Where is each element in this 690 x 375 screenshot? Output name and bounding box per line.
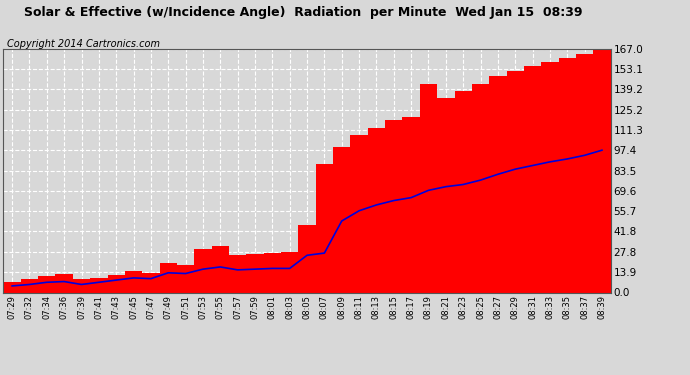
Bar — [316, 164, 333, 292]
Bar — [298, 225, 316, 292]
Bar — [38, 276, 55, 292]
Bar — [73, 279, 90, 292]
Bar — [351, 135, 368, 292]
Bar — [90, 278, 108, 292]
Bar — [333, 147, 351, 292]
Bar — [420, 84, 437, 292]
Bar — [21, 279, 38, 292]
Bar — [159, 263, 177, 292]
Bar — [576, 54, 593, 292]
Bar — [455, 91, 472, 292]
Bar — [559, 57, 576, 292]
Bar — [3, 282, 21, 292]
Bar — [506, 70, 524, 292]
Bar — [177, 265, 195, 292]
Bar — [368, 128, 385, 292]
Bar — [385, 120, 402, 292]
Bar — [264, 253, 281, 292]
Bar — [108, 275, 125, 292]
Bar — [402, 117, 420, 292]
Bar — [524, 66, 541, 292]
Bar — [229, 255, 246, 292]
Bar — [246, 254, 264, 292]
Text: Copyright 2014 Cartronics.com: Copyright 2014 Cartronics.com — [7, 39, 160, 50]
Bar — [212, 246, 229, 292]
Bar — [142, 273, 159, 292]
Bar — [593, 49, 611, 292]
Bar — [472, 84, 489, 292]
Text: Solar & Effective (w/Incidence Angle)  Radiation  per Minute  Wed Jan 15  08:39: Solar & Effective (w/Incidence Angle) Ra… — [24, 6, 583, 19]
Bar — [125, 272, 142, 292]
Bar — [437, 98, 455, 292]
Bar — [541, 62, 559, 292]
Bar — [489, 76, 506, 292]
Bar — [195, 249, 212, 292]
Bar — [55, 274, 73, 292]
Bar — [281, 252, 298, 292]
